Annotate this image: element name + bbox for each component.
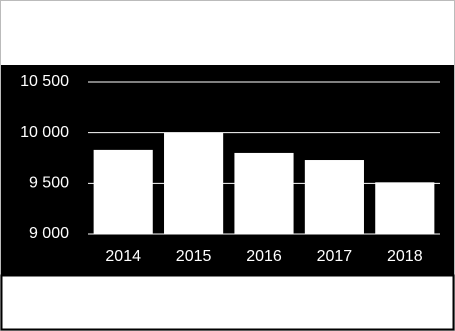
bar: [375, 182, 435, 234]
x-tick-label: 2014: [105, 248, 141, 265]
y-tick-label: 9 500: [29, 175, 69, 192]
y-tick-label: 9 000: [29, 225, 69, 242]
bar: [164, 132, 224, 234]
x-tick-label: 2015: [176, 248, 212, 265]
bar: [304, 160, 364, 234]
plot-background: [1, 65, 454, 275]
bar: [93, 149, 153, 234]
x-tick-label: 2018: [387, 248, 423, 265]
bar: [234, 152, 294, 234]
lower-box: [0, 274, 455, 331]
x-tick-label: 2017: [317, 248, 353, 265]
y-tick-label: 10 500: [20, 73, 69, 90]
y-tick-label: 10 000: [20, 124, 69, 141]
x-tick-label: 2016: [246, 248, 282, 265]
